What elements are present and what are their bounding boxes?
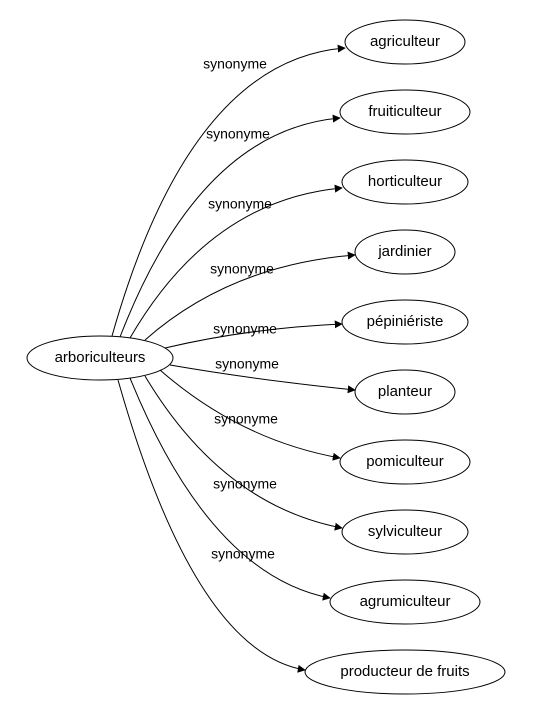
node-label-t3: jardinier <box>377 243 431 260</box>
edge-label-t4: synonyme <box>213 321 277 337</box>
node-t4: pépiniériste <box>342 300 468 344</box>
synonym-diagram: synonyme synonyme synonyme synonyme synonyme… <box>0 0 540 707</box>
node-label-t7: sylviculteur <box>368 523 442 540</box>
edge-label-t1: synonyme <box>206 126 270 142</box>
node-label-t1: fruiticulteur <box>368 103 441 120</box>
node-t3: jardinier <box>355 230 455 274</box>
edge-t1 <box>120 118 340 337</box>
node-root: arboriculteurs <box>27 336 173 380</box>
node-t1: fruiticulteur <box>340 90 470 134</box>
edges-group: synonyme synonyme synonyme synonyme synonyme… <box>112 48 355 670</box>
node-t2: horticulteur <box>342 160 468 204</box>
node-label-t6: pomiculteur <box>366 453 444 470</box>
edge-label-t0: synonyme <box>203 56 267 72</box>
edge-label-t5: synonyme <box>215 356 279 372</box>
edge-label-t7: synonyme <box>213 476 277 492</box>
node-t6: pomiculteur <box>340 440 470 484</box>
node-t7: sylviculteur <box>342 510 468 554</box>
node-label-t9: producteur de fruits <box>340 663 469 680</box>
edge-t0 <box>112 48 345 336</box>
node-label-t2: horticulteur <box>368 173 442 190</box>
edge-label-t2: synonyme <box>208 196 272 212</box>
edge-label-t8: synonyme <box>211 546 275 562</box>
node-label-t4: pépiniériste <box>367 313 444 330</box>
node-label-t5: planteur <box>378 383 432 400</box>
edge-label-t3: synonyme <box>210 261 274 277</box>
node-label-t8: agrumiculteur <box>360 593 451 610</box>
node-label-t0: agriculteur <box>370 33 440 50</box>
node-label-root: arboriculteurs <box>55 349 146 366</box>
node-t8: agrumiculteur <box>330 580 480 624</box>
node-t9: producteur de fruits <box>305 650 505 694</box>
node-t0: agriculteur <box>345 20 465 64</box>
edge-label-t6: synonyme <box>214 411 278 427</box>
node-t5: planteur <box>355 370 455 414</box>
